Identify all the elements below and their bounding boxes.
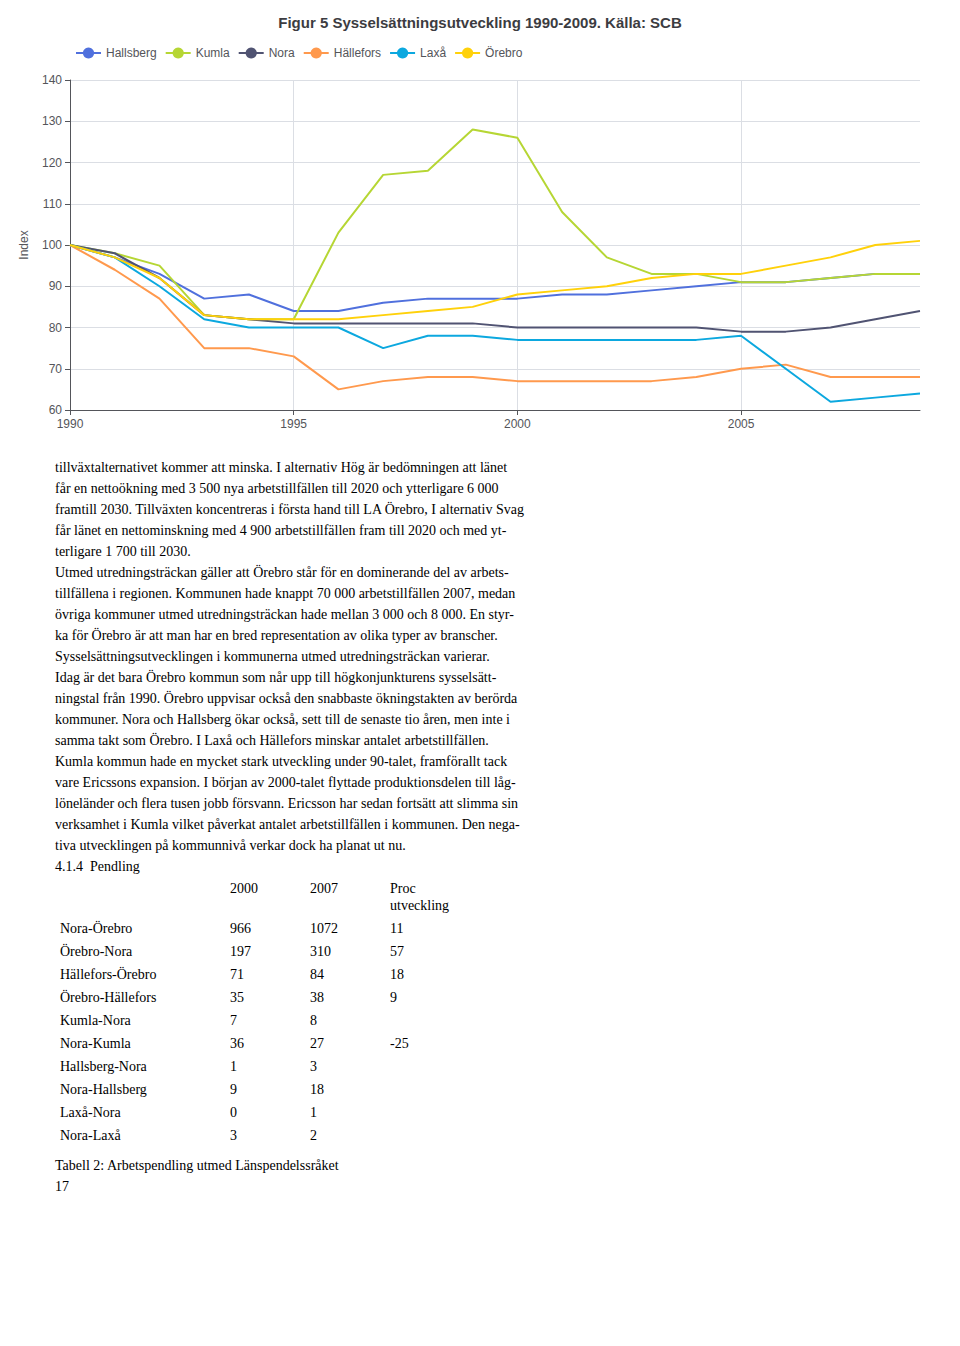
svg-text:1: 1 (230, 1059, 237, 1074)
svg-text:övriga kommuner utmed utrednin: övriga kommuner utmed utredningsträckan … (55, 607, 514, 622)
svg-text:löneländer och flera tusen job: löneländer och flera tusen jobb försvann… (55, 796, 518, 811)
svg-text:9: 9 (390, 990, 397, 1005)
svg-text:1990: 1990 (57, 417, 84, 431)
svg-text:2000: 2000 (504, 417, 531, 431)
svg-text:Örebro-Hällefors: Örebro-Hällefors (60, 989, 156, 1005)
svg-text:310: 310 (310, 944, 331, 959)
svg-text:2005: 2005 (728, 417, 755, 431)
svg-text:Sysselsättningsutvecklingen i: Sysselsättningsutvecklingen i kommunerna… (55, 649, 490, 664)
svg-text:Örebro: Örebro (485, 46, 523, 60)
svg-text:Kumla-Nora: Kumla-Nora (60, 1013, 132, 1028)
svg-text:71: 71 (230, 967, 244, 982)
svg-text:får länet en nettominskning me: får länet en nettominskning med 4 900 ar… (55, 523, 507, 538)
svg-text:35: 35 (230, 990, 244, 1005)
svg-text:Nora-Örebro: Nora-Örebro (60, 920, 132, 936)
svg-text:ka för Örebro är att man har e: ka för Örebro är att man har en bred rep… (55, 627, 498, 643)
svg-text:1: 1 (310, 1105, 317, 1120)
svg-text:70: 70 (49, 362, 63, 376)
svg-text:Nora-Kumla: Nora-Kumla (60, 1036, 132, 1051)
svg-text:Utmed utredningsträckan gäller: Utmed utredningsträckan gäller att Örebr… (55, 564, 509, 580)
svg-text:Hällefors: Hällefors (334, 46, 381, 60)
svg-text:verksamhet i Kumla vilket påve: verksamhet i Kumla vilket påverkat antal… (55, 817, 520, 832)
svg-text:Tabell 2: Arbetspendling utmed: Tabell 2: Arbetspendling utmed Länspende… (55, 1158, 339, 1173)
svg-text:18: 18 (310, 1082, 324, 1097)
svg-text:84: 84 (310, 967, 324, 982)
svg-text:18: 18 (390, 967, 404, 982)
svg-text:Proc: Proc (390, 881, 416, 896)
svg-text:7: 7 (230, 1013, 237, 1028)
svg-text:90: 90 (49, 279, 63, 293)
svg-text:utveckling: utveckling (390, 898, 449, 913)
svg-text:Laxå: Laxå (420, 46, 446, 60)
svg-text:57: 57 (390, 944, 404, 959)
svg-text:100: 100 (42, 238, 62, 252)
svg-text:3: 3 (230, 1128, 237, 1143)
svg-text:tiva utvecklingen på kommunniv: tiva utvecklingen på kommunnivå verkar d… (55, 838, 406, 853)
svg-text:Nora-Laxå: Nora-Laxå (60, 1128, 121, 1143)
svg-text:8: 8 (310, 1013, 317, 1028)
svg-text:130: 130 (42, 114, 62, 128)
svg-text:1072: 1072 (310, 921, 338, 936)
svg-text:Hallsberg: Hallsberg (106, 46, 157, 60)
svg-text:Kumla kommun hade en mycket st: Kumla kommun hade en mycket stark utveck… (55, 754, 507, 769)
svg-text:17: 17 (55, 1179, 69, 1194)
svg-text:Nora: Nora (269, 46, 295, 60)
svg-text:vare Ericssons expansion. I bö: vare Ericssons expansion. I början av 20… (55, 775, 516, 790)
svg-text:60: 60 (49, 403, 63, 417)
svg-text:27: 27 (310, 1036, 324, 1051)
svg-text:Figur 5 Sysselsättningsutveckl: Figur 5 Sysselsättningsutveckling 1990-2… (278, 14, 682, 31)
svg-text:ningstal från 1990. Örebro upp: ningstal från 1990. Örebro uppvisar ocks… (55, 690, 518, 706)
svg-text:kommuner. Nora och Hallsberg ö: kommuner. Nora och Hallsberg ökar också,… (55, 712, 510, 727)
svg-text:3: 3 (310, 1059, 317, 1074)
svg-text:197: 197 (230, 944, 251, 959)
svg-text:0: 0 (230, 1105, 237, 1120)
svg-text:2: 2 (310, 1128, 317, 1143)
svg-text:Idag är det bara Örebro kommun: Idag är det bara Örebro kommun som når u… (55, 669, 497, 685)
svg-text:-25: -25 (390, 1036, 409, 1051)
svg-text:Kumla: Kumla (196, 46, 230, 60)
svg-text:tillfällena i regionen. Kommun: tillfällena i regionen. Kommunen hade kn… (55, 586, 515, 601)
svg-text:110: 110 (43, 197, 62, 211)
svg-text:Index: Index (17, 230, 31, 259)
svg-text:36: 36 (230, 1036, 244, 1051)
svg-text:Örebro-Nora: Örebro-Nora (60, 943, 133, 959)
svg-text:2000: 2000 (230, 881, 258, 896)
svg-text:terligare 1 700 till 2030.: terligare 1 700 till 2030. (55, 544, 191, 559)
svg-text:80: 80 (49, 321, 63, 335)
svg-text:framtill 2030. Tillväxten konc: framtill 2030. Tillväxten koncentreras i… (55, 501, 524, 517)
svg-text:140: 140 (42, 73, 62, 87)
svg-text:2007: 2007 (310, 881, 338, 896)
svg-text:Nora-Hallsberg: Nora-Hallsberg (60, 1082, 147, 1097)
svg-text:4.1.4 Pendling: 4.1.4 Pendling (55, 859, 140, 874)
svg-text:9: 9 (230, 1082, 237, 1097)
svg-text:Hallsberg-Nora: Hallsberg-Nora (60, 1059, 148, 1074)
svg-text:tillväxtalternativet kommer at: tillväxtalternativet kommer att minska. … (55, 460, 507, 475)
svg-text:Laxå-Nora: Laxå-Nora (60, 1105, 121, 1120)
svg-text:966: 966 (230, 921, 251, 936)
svg-text:1995: 1995 (280, 417, 307, 431)
svg-text:Hällefors-Örebro: Hällefors-Örebro (60, 966, 156, 982)
svg-text:11: 11 (390, 921, 403, 936)
svg-text:38: 38 (310, 990, 324, 1005)
svg-text:samma takt som Örebro. I Laxå: samma takt som Örebro. I Laxå och Hällef… (55, 732, 489, 748)
svg-text:120: 120 (42, 156, 62, 170)
svg-text:får en nettoökning med 3 500 n: får en nettoökning med 3 500 nya arbetst… (55, 481, 499, 496)
